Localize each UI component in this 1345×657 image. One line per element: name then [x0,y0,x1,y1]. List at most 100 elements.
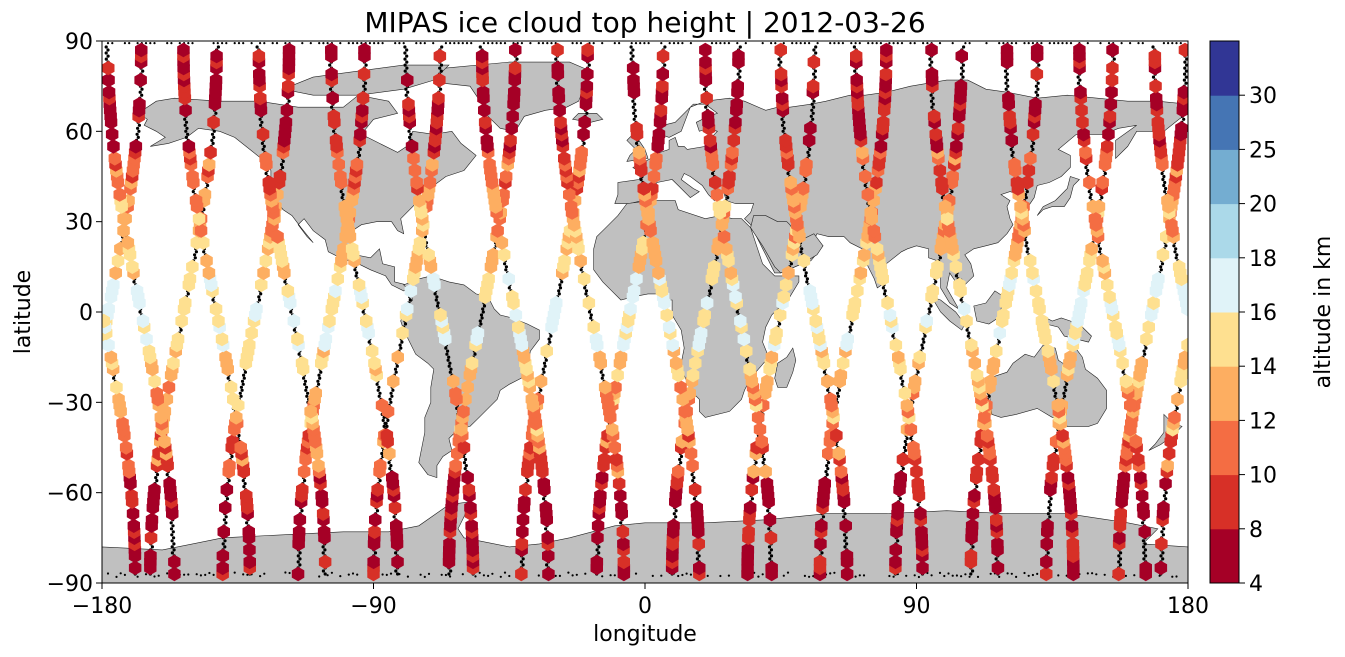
polar-profile-dot [516,42,519,45]
cloud-top-marker [737,331,751,347]
colorbar-bin [1210,149,1239,205]
clear-sky-profile-dot [1117,554,1121,558]
cloud-top-marker [611,368,624,383]
clear-sky-profile-dot [843,539,847,543]
cloud-top-marker [708,259,721,274]
cloud-top-marker [144,530,158,545]
clear-sky-profile-dot [106,54,110,58]
clear-sky-profile-dot [1162,494,1166,498]
cloud-top-marker [326,91,339,106]
clear-sky-profile-dot [916,503,920,507]
polar-profile-dot [115,575,118,579]
x-tick-label: −90 [350,594,396,619]
cloud-top-marker [380,428,394,443]
cloud-top-marker [142,343,156,359]
polar-profile-dot [356,573,359,576]
cloud-top-marker [637,181,650,196]
clear-sky-profile-dot [726,196,730,200]
clear-sky-profile-dot [1164,186,1168,191]
clear-sky-profile-dot [363,81,368,85]
clear-sky-profile-dot [1054,391,1058,395]
polar-profile-dot [183,573,186,576]
clear-sky-profile-dot [394,370,398,374]
clear-sky-profile-dot [317,382,321,386]
cloud-top-marker [701,109,715,124]
cloud-top-marker [729,115,742,130]
polar-profile-dot [998,42,1001,45]
clear-sky-profile-dot [1031,147,1035,151]
clear-sky-profile-dot [674,509,678,513]
clear-sky-profile-dot [1175,253,1179,257]
clear-sky-profile-dot [554,57,558,61]
clear-sky-profile-dot [480,316,484,320]
polar-profile-dot [318,575,321,578]
polar-profile-dot [710,42,714,45]
cloud-top-marker [1035,313,1049,329]
y-tick-label: 90 [65,30,93,55]
cloud-top-marker [1024,151,1037,166]
cloud-top-marker [443,536,456,552]
cloud-top-marker [1083,175,1096,190]
clear-sky-profile-dot [104,57,108,61]
clear-sky-profile-dot [916,370,920,374]
clear-sky-profile-dot [959,72,964,76]
polar-profile-dot [212,573,215,577]
clear-sky-profile-dot [239,394,243,398]
polar-profile-dot [858,574,861,577]
cloud-top-marker [729,289,742,305]
clear-sky-profile-dot [211,141,215,145]
clear-sky-profile-dot [909,436,913,441]
cloud-top-marker [1154,560,1168,576]
clear-sky-profile-dot [679,454,684,459]
clear-sky-profile-dot [903,448,908,453]
clear-sky-profile-dot [1142,551,1146,555]
clear-sky-profile-dot [1178,388,1182,392]
clear-sky-profile-dot [298,563,302,567]
cloud-top-marker [1109,319,1122,335]
polar-profile-dot [1129,42,1132,45]
clear-sky-profile-dot [938,256,943,260]
clear-sky-profile-dot [1163,190,1167,194]
clear-sky-profile-dot [766,509,770,513]
cloud-top-marker [505,121,518,136]
cloud-top-marker [102,60,115,76]
clear-sky-profile-dot [1024,244,1028,248]
polar-profile-dot [571,574,574,577]
cloud-top-marker [1132,452,1145,467]
clear-sky-profile-dot [258,117,262,121]
cloud-top-marker [105,127,119,142]
cloud-top-marker [148,374,161,389]
polar-profile-dot [385,573,388,577]
cloud-top-marker [688,482,702,497]
cloud-top-marker [253,66,266,82]
polar-profile-dot [1023,42,1026,45]
clear-sky-profile-dot [802,268,807,272]
clear-sky-profile-dot [170,551,174,555]
cloud-top-marker [617,536,630,552]
cloud-top-marker [662,319,676,335]
clear-sky-profile-dot [439,69,443,73]
clear-sky-profile-dot [928,57,932,61]
clear-sky-profile-dot [922,340,926,344]
cloud-top-marker [578,115,591,130]
cloud-top-marker [773,307,787,323]
clear-sky-profile-dot [191,190,195,194]
polar-profile-dot [660,574,663,577]
cloud-top-marker [1096,253,1109,268]
cloud-top-marker [985,464,999,479]
polar-profile-dot [1002,42,1005,45]
clear-sky-profile-dot [1089,193,1093,197]
cloud-top-marker [1139,560,1152,576]
clear-sky-profile-dot [212,135,216,139]
clear-sky-profile-dot [479,322,483,326]
polar-profile-dot [875,42,878,45]
clear-sky-profile-dot [837,388,842,392]
clear-sky-profile-dot [1143,542,1147,546]
polar-profile-dot [427,572,431,576]
clear-sky-profile-dot [224,521,228,525]
clear-sky-profile-dot [1118,557,1123,561]
clear-sky-profile-dot [826,388,830,392]
polar-profile-dot [871,42,874,45]
polar-profile-dot [964,42,967,45]
cloud-top-marker [110,380,123,395]
